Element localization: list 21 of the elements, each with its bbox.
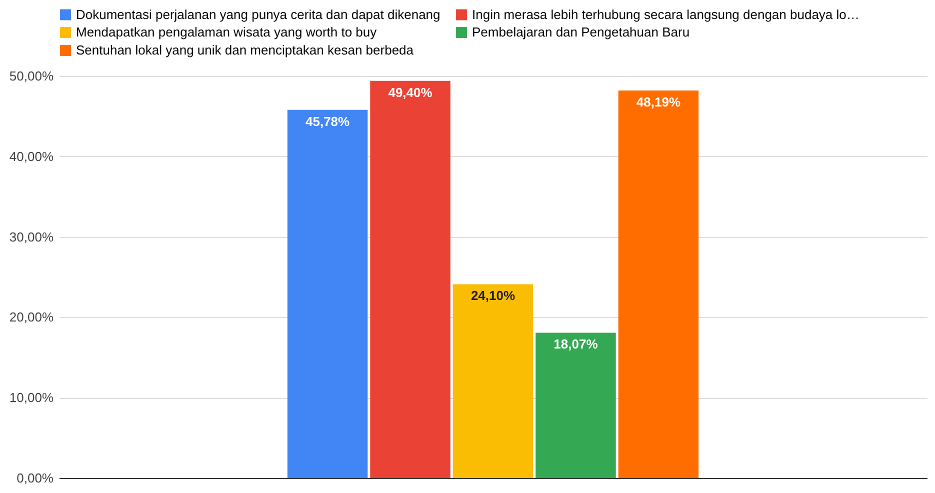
- bar: [618, 90, 699, 478]
- bar: [536, 332, 616, 478]
- legend-label: Mendapatkan pengalaman wisata yang worth to buy: [76, 24, 378, 40]
- y-tick-label: 40,00%: [9, 148, 54, 164]
- legend-label: Dokumentasi perjalanan yang punya cerita dan dapat dikenang: [76, 6, 440, 22]
- data-label: 48,19%: [636, 94, 681, 110]
- data-label: 18,07%: [554, 336, 598, 352]
- y-tick-label: 30,00%: [9, 229, 54, 244]
- y-tick-label: 50,00%: [9, 68, 54, 84]
- y-tick-label: 10,00%: [9, 390, 54, 406]
- legend-label: Pembelajaran dan Pengetahuan Baru: [472, 24, 690, 40]
- bar: [370, 80, 450, 478]
- bar: [287, 110, 368, 478]
- y-tick-label: 0,00%: [16, 470, 54, 486]
- legend-label: Ingin merasa lebih terhubung secara langsung dengan budaya lo…: [472, 6, 860, 22]
- data-label: 24,10%: [470, 288, 516, 304]
- data-label: 49,40%: [388, 84, 433, 100]
- data-label: 45,78%: [305, 114, 350, 129]
- legend-label: Sentuhan lokal yang unik dan menciptakan kesan berbeda: [76, 42, 414, 58]
- bar: [452, 284, 534, 478]
- y-tick-label: 20,00%: [9, 310, 54, 325]
